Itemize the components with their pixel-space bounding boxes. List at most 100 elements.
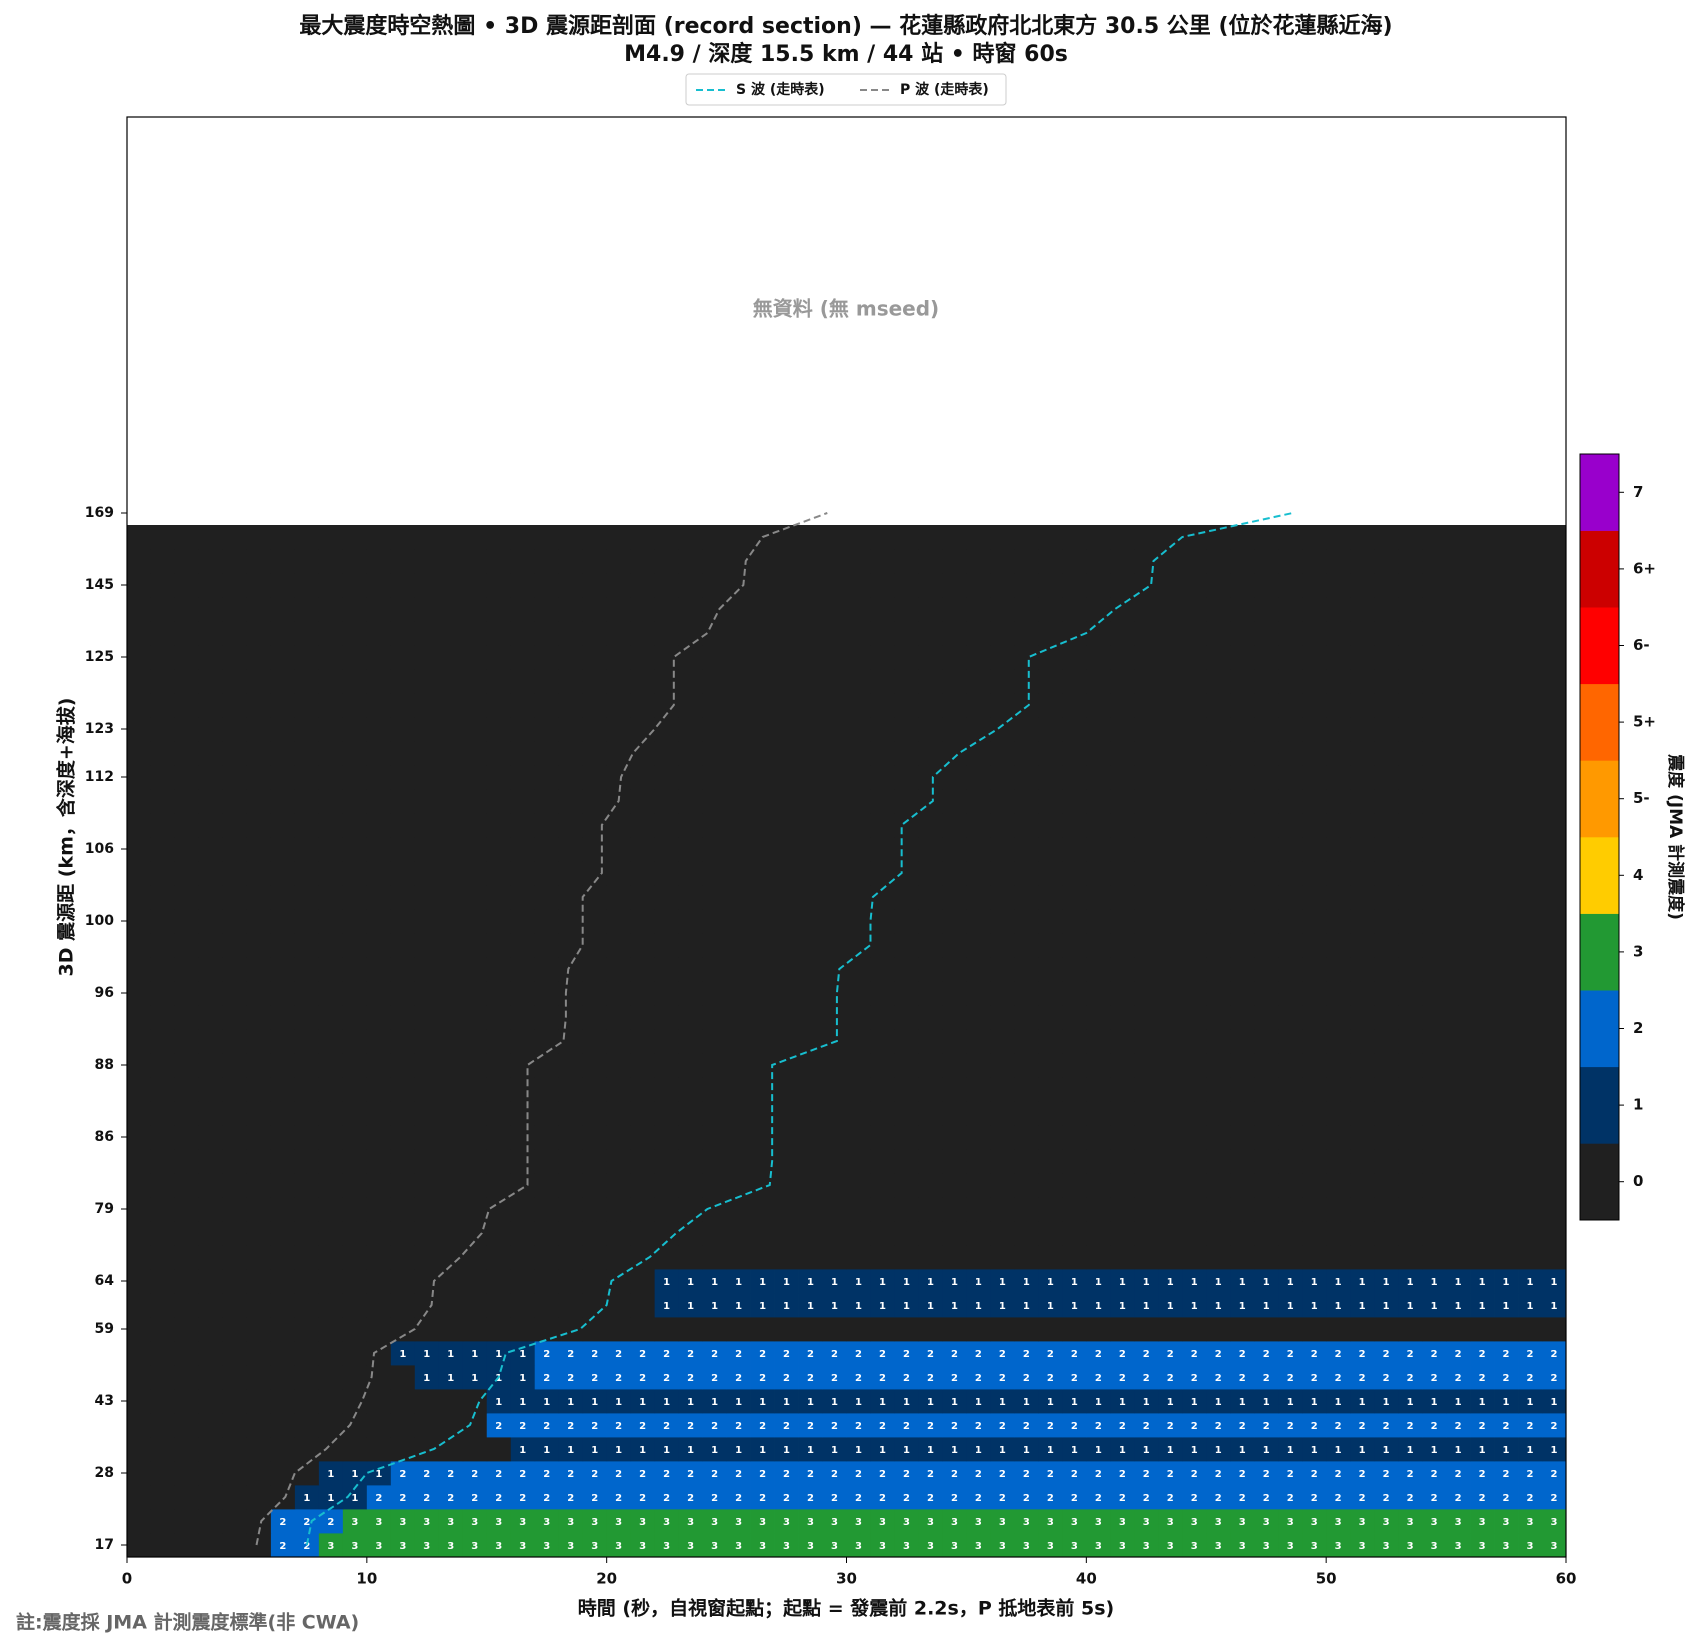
- cell-label: 3: [567, 1517, 574, 1528]
- heat-cell: [1158, 1461, 1183, 1486]
- cell-label: 2: [1551, 1373, 1558, 1384]
- heat-cell: [534, 717, 560, 742]
- heat-cell: [414, 1389, 440, 1414]
- heat-cell: [654, 645, 680, 670]
- heat-cell: [390, 1149, 416, 1174]
- heat-cell: [318, 573, 344, 598]
- heat-cell: [1110, 525, 1135, 550]
- cell-label: 2: [1431, 1349, 1438, 1360]
- cell-label: 2: [1215, 1469, 1222, 1480]
- cell-label: 1: [975, 1397, 982, 1408]
- heat-cell: [558, 1437, 584, 1462]
- heat-cell: [127, 1029, 152, 1054]
- heat-cell: [150, 789, 176, 814]
- heat-cell: [894, 549, 919, 574]
- cell-label: 2: [399, 1469, 406, 1480]
- cell-label: 2: [735, 1493, 742, 1504]
- cell-label: 2: [1191, 1421, 1198, 1432]
- heat-cell: [1182, 597, 1207, 622]
- heat-cell: [654, 741, 680, 766]
- heat-cell: [1254, 1149, 1279, 1174]
- cell-label: 2: [1191, 1469, 1198, 1480]
- heat-cell: [342, 1269, 368, 1294]
- heat-cell: [630, 1029, 656, 1054]
- heat-cell: [462, 885, 488, 910]
- heat-cell: [846, 1269, 871, 1294]
- heat-cell: [342, 885, 368, 910]
- heat-cell: [1134, 813, 1159, 838]
- heat-cell: [678, 1365, 703, 1390]
- heat-cell: [1014, 1221, 1039, 1246]
- heat-cell: [1470, 645, 1495, 670]
- x-tick-label: 20: [596, 1570, 617, 1588]
- heat-cell: [1134, 1125, 1159, 1150]
- heat-cell: [534, 1437, 560, 1462]
- cell-label: 3: [1023, 1541, 1030, 1552]
- heat-cell: [246, 1149, 272, 1174]
- heat-cell: [1446, 1005, 1471, 1030]
- heat-cell: [174, 1197, 200, 1222]
- heat-cell: [966, 1485, 991, 1510]
- cell-label: 1: [687, 1445, 694, 1456]
- heat-cell: [1158, 741, 1183, 766]
- heat-cell: [246, 693, 272, 718]
- heat-cell: [1038, 1053, 1063, 1078]
- heat-cell: [942, 861, 967, 886]
- heat-cell: [438, 765, 464, 790]
- heat-cell: [894, 1341, 919, 1366]
- heat-cell: [318, 1221, 344, 1246]
- heat-cell: [1158, 525, 1183, 550]
- heat-cell: [246, 549, 272, 574]
- heat-cell: [582, 1341, 608, 1366]
- heat-cell: [1062, 1461, 1087, 1486]
- heat-cell: [414, 813, 440, 838]
- heat-cell: [294, 1533, 320, 1558]
- heat-cell: [1446, 1029, 1471, 1054]
- y-tick-label: 169: [85, 505, 114, 521]
- heat-cell: [246, 861, 272, 886]
- heat-cell: [1470, 1197, 1495, 1222]
- cell-label: 2: [1527, 1469, 1534, 1480]
- heat-cell: [942, 1221, 967, 1246]
- heat-cell: [846, 765, 871, 790]
- heat-cell: [486, 525, 512, 550]
- heat-cell: [774, 1197, 799, 1222]
- heat-cell: [1134, 1149, 1159, 1174]
- cell-label: 2: [951, 1421, 958, 1432]
- cell-label: 2: [519, 1421, 526, 1432]
- cell-label: 2: [1071, 1469, 1078, 1480]
- heat-cell: [918, 765, 943, 790]
- heat-cell: [1038, 1437, 1063, 1462]
- heat-cell: [798, 1053, 823, 1078]
- heat-cell: [1182, 1365, 1207, 1390]
- cell-label: 1: [1287, 1397, 1294, 1408]
- heat-cell: [1062, 1341, 1087, 1366]
- heat-cell: [678, 597, 703, 622]
- heat-cell: [966, 1437, 991, 1462]
- heat-cell: [1206, 1413, 1231, 1438]
- heat-cell: [990, 1221, 1015, 1246]
- heat-cell: [438, 669, 464, 694]
- heat-cell: [174, 1029, 200, 1054]
- heat-cell: [246, 1317, 272, 1342]
- heat-cell: [1542, 1341, 1567, 1366]
- heat-cell: [726, 957, 751, 982]
- heat-cell: [1398, 765, 1423, 790]
- heat-cell: [486, 1197, 512, 1222]
- heat-cell: [246, 1029, 272, 1054]
- cell-label: 2: [615, 1493, 622, 1504]
- cell-label: 2: [1551, 1493, 1558, 1504]
- heat-cell: [222, 957, 248, 982]
- heat-cell: [582, 1173, 608, 1198]
- heat-cell: [558, 1269, 584, 1294]
- heat-cell: [654, 1125, 680, 1150]
- heat-cell: [990, 1413, 1015, 1438]
- heat-cell: [1278, 1053, 1303, 1078]
- heat-cell: [1446, 1293, 1471, 1318]
- heat-cell: [1062, 1077, 1087, 1102]
- heat-cell: [606, 1293, 632, 1318]
- heat-cell: [1422, 525, 1447, 550]
- heat-cell: [318, 1437, 344, 1462]
- heat-cell: [798, 1533, 823, 1558]
- heat-cell: [702, 1437, 727, 1462]
